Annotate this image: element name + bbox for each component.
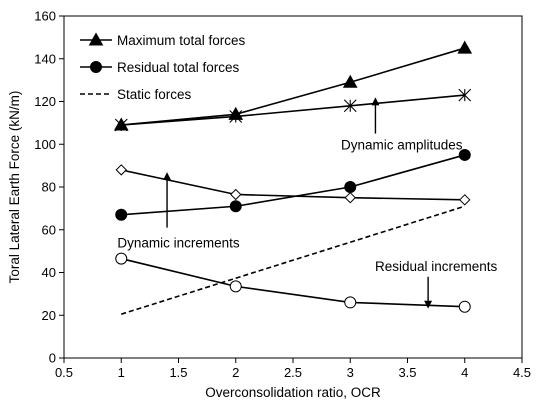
annotations-layer: Dynamic amplitudes Dynamic increments Resi… <box>117 97 498 309</box>
annotation-label: Dynamic increments <box>117 236 240 251</box>
star-marker <box>114 118 128 132</box>
x-tick-label: 4.5 <box>513 365 531 380</box>
y-tick-label: 100 <box>34 137 56 152</box>
y-tick-label: 20 <box>42 308 56 323</box>
y-tick-label: 120 <box>34 94 56 109</box>
y-tick-label: 80 <box>42 180 56 195</box>
ticks: 0.5 1 1.5 2 2.5 3 3.5 4 4.5 0 20 40 60 80 100 120 140 160 <box>34 9 531 381</box>
triangle-marker <box>457 40 473 54</box>
x-tick-label: 2 <box>232 365 239 380</box>
x-tick-label: 3 <box>347 365 354 380</box>
x-tick-label: 1.5 <box>169 365 187 380</box>
triangle-marker <box>88 32 104 46</box>
legend-item: Static forces <box>80 87 192 102</box>
series-4 <box>115 164 471 206</box>
legend-label: Maximum total forces <box>117 33 246 48</box>
star-marker <box>343 99 357 113</box>
legend: Maximum total forces Residual total force… <box>80 32 246 102</box>
open-diamond-marker <box>459 194 471 206</box>
filled-circle-marker <box>458 148 471 161</box>
x-tick-label: 4 <box>461 365 468 380</box>
open-diamond-marker <box>344 191 356 204</box>
plot-area <box>63 15 523 359</box>
series-line <box>121 205 465 315</box>
series-5 <box>115 252 471 313</box>
series-line <box>121 94 465 126</box>
open-circle-marker <box>115 252 128 265</box>
triangle-marker <box>342 74 358 88</box>
series-line <box>121 47 465 126</box>
open-circle-marker <box>344 296 357 309</box>
series-2 <box>121 205 465 315</box>
legend-label: Static forces <box>117 87 192 102</box>
filled-circle-marker <box>344 181 357 193</box>
y-tick-label: 60 <box>42 222 56 237</box>
open-diamond-marker <box>115 164 127 176</box>
star-marker <box>458 88 472 102</box>
legend-item: Maximum total forces <box>80 32 246 48</box>
filled-circle-marker <box>115 208 128 221</box>
open-circle-marker <box>229 280 242 293</box>
open-diamond-marker <box>230 188 242 201</box>
y-tick-label: 140 <box>34 51 56 66</box>
series-3 <box>114 88 472 132</box>
series-line <box>121 257 465 308</box>
x-tick-label: 1 <box>118 365 125 380</box>
y-axis-label: Toral Lateral Earth Force (kN/m) <box>7 91 22 284</box>
annotation-label: Residual increments <box>375 259 498 274</box>
series-layer <box>113 40 473 315</box>
filled-circle-marker <box>90 61 102 73</box>
x-tick-label: 3.5 <box>398 365 416 380</box>
y-tick-label: 160 <box>34 9 56 24</box>
annotation-label: Dynamic amplitudes <box>341 137 463 152</box>
open-circle-marker <box>458 300 471 313</box>
x-tick-label: 2.5 <box>284 365 302 380</box>
series-line <box>121 169 465 201</box>
legend-item: Residual total forces <box>80 60 240 75</box>
star-marker <box>229 110 243 123</box>
filled-circle-marker <box>229 200 242 213</box>
y-tick-label: 40 <box>42 265 56 280</box>
legend-label: Residual total forces <box>117 60 240 75</box>
y-tick-label: 0 <box>49 351 56 366</box>
series-1 <box>115 148 471 221</box>
x-tick-label: 0.5 <box>55 365 73 380</box>
x-axis-label: Overconsolidation ratio, OCR <box>205 385 381 400</box>
